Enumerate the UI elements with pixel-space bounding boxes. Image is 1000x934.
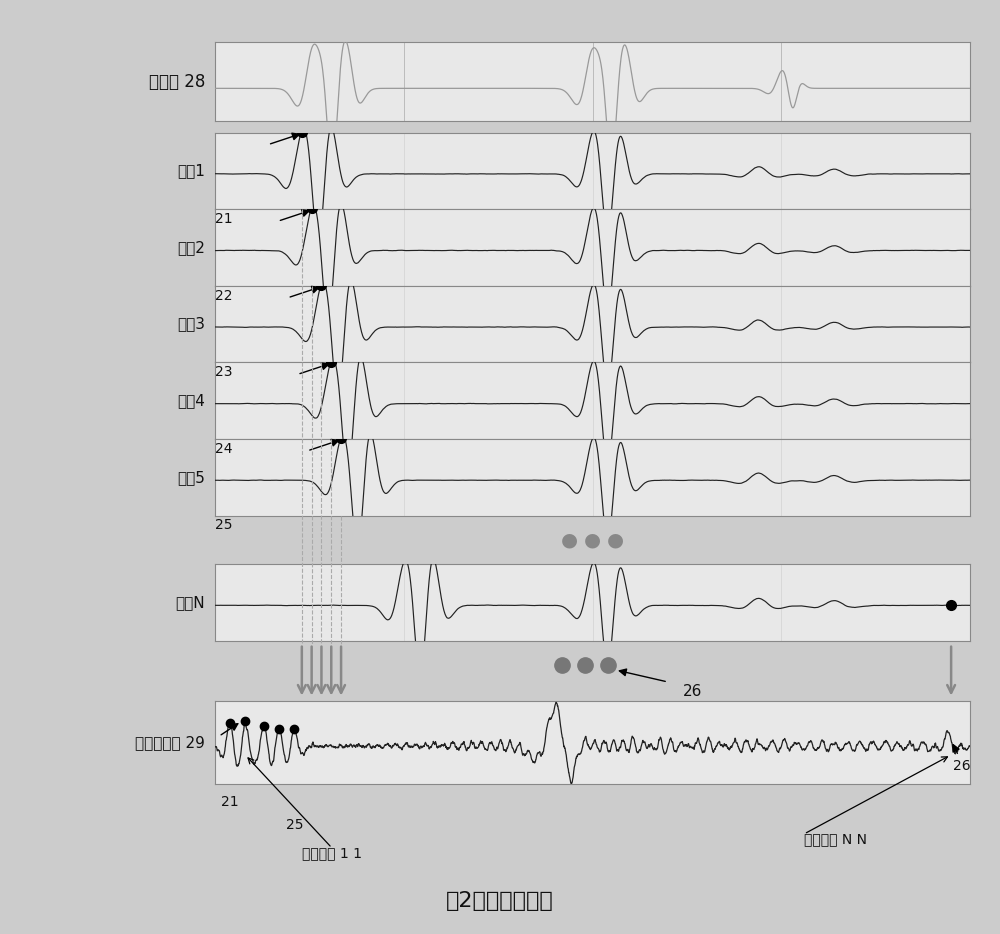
Text: 响劔4: 响劔4 xyxy=(177,393,205,408)
Text: 响劔N: 响劔N xyxy=(175,595,205,610)
Text: 24: 24 xyxy=(215,442,232,456)
Text: 响劔1: 响劔1 xyxy=(177,163,205,178)
Text: 来自响劔 N N: 来自响劔 N N xyxy=(804,832,867,846)
Text: 来自响劔 1 1: 来自响劔 1 1 xyxy=(302,846,362,860)
Text: 无噪声 28: 无噪声 28 xyxy=(149,73,205,91)
Text: 25: 25 xyxy=(215,518,232,532)
Text: 22: 22 xyxy=(215,289,232,303)
Text: 响劔2: 响劔2 xyxy=(177,240,205,255)
Text: 21: 21 xyxy=(215,212,233,226)
Text: 图2（现有技术）: 图2（现有技术） xyxy=(446,891,554,911)
Text: 21: 21 xyxy=(221,795,239,809)
Text: 响劔3: 响劔3 xyxy=(177,317,205,332)
Text: ●: ● xyxy=(561,531,578,549)
Text: ●: ● xyxy=(584,531,601,549)
Text: 响劔5: 响劔5 xyxy=(177,470,205,485)
Text: ●: ● xyxy=(607,531,624,549)
Text: 25: 25 xyxy=(286,818,303,832)
Text: 欠采样响劔 29: 欠采样响劔 29 xyxy=(135,735,205,750)
Text: 26: 26 xyxy=(683,685,702,700)
Text: 23: 23 xyxy=(215,365,232,379)
Text: 26: 26 xyxy=(953,759,971,773)
